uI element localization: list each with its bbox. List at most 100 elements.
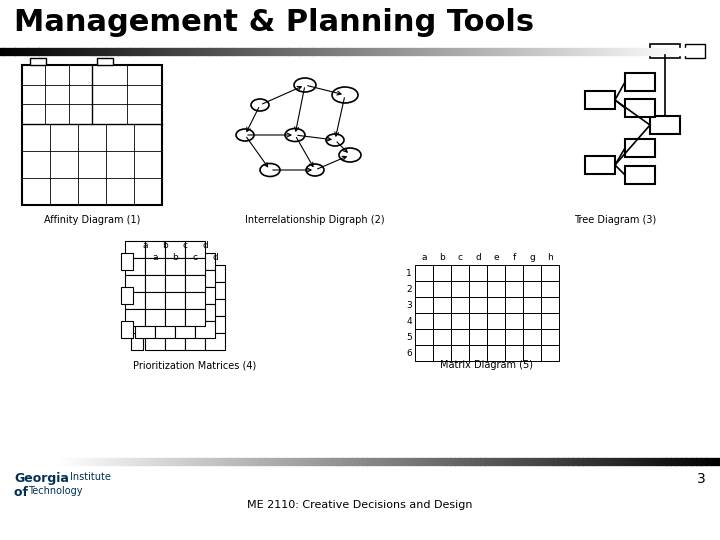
Bar <box>433 281 451 297</box>
Bar <box>97 58 113 65</box>
Bar <box>541 313 559 329</box>
Bar <box>451 313 469 329</box>
Bar <box>145 275 165 292</box>
Text: b: b <box>162 241 168 250</box>
Bar <box>585 156 615 174</box>
Bar <box>125 275 145 292</box>
Bar <box>121 287 133 304</box>
Bar <box>541 297 559 313</box>
Bar <box>523 345 541 361</box>
Bar <box>185 309 205 326</box>
Bar <box>451 329 469 345</box>
Ellipse shape <box>236 129 254 141</box>
Bar <box>205 282 225 299</box>
Text: of: of <box>14 486 32 499</box>
Bar <box>165 299 185 316</box>
Text: Matrix Diagram (5): Matrix Diagram (5) <box>441 360 534 370</box>
Bar <box>487 329 505 345</box>
Bar <box>541 265 559 281</box>
Bar <box>145 299 165 316</box>
Bar <box>175 321 195 338</box>
Bar <box>195 304 215 321</box>
Text: 4: 4 <box>406 316 412 326</box>
Text: f: f <box>513 253 516 262</box>
Bar <box>155 321 175 338</box>
Bar <box>523 265 541 281</box>
Bar <box>195 287 215 304</box>
Text: b: b <box>439 253 445 262</box>
Bar <box>185 316 205 333</box>
Bar <box>433 265 451 281</box>
Bar <box>505 265 523 281</box>
Bar <box>195 321 215 338</box>
Bar <box>145 333 165 350</box>
Bar <box>541 329 559 345</box>
Bar <box>195 253 215 270</box>
Bar <box>145 241 165 258</box>
Ellipse shape <box>339 148 361 162</box>
Ellipse shape <box>260 164 280 177</box>
Bar <box>165 282 185 299</box>
Bar <box>685 44 705 58</box>
Text: d: d <box>202 241 208 250</box>
Bar <box>523 313 541 329</box>
Text: Institute: Institute <box>70 472 111 482</box>
Text: g: g <box>529 253 535 262</box>
Text: 3: 3 <box>697 472 706 486</box>
Bar <box>131 265 143 282</box>
Bar <box>625 166 655 184</box>
Bar <box>505 281 523 297</box>
Bar <box>185 333 205 350</box>
Bar <box>185 258 205 275</box>
Text: 6: 6 <box>406 348 412 357</box>
Bar <box>175 304 195 321</box>
Bar <box>131 299 143 316</box>
Bar <box>433 297 451 313</box>
Bar <box>175 287 195 304</box>
Bar <box>165 333 185 350</box>
Bar <box>469 297 487 313</box>
Bar <box>433 313 451 329</box>
Bar <box>185 241 205 258</box>
Bar <box>487 297 505 313</box>
Bar <box>165 316 185 333</box>
Text: Technology: Technology <box>28 486 83 496</box>
Ellipse shape <box>306 164 324 176</box>
Ellipse shape <box>251 99 269 111</box>
Bar <box>125 309 145 326</box>
Bar <box>155 253 175 270</box>
Ellipse shape <box>294 78 316 92</box>
Bar <box>451 345 469 361</box>
Bar <box>135 321 155 338</box>
Bar <box>487 265 505 281</box>
Bar <box>505 297 523 313</box>
Text: 3: 3 <box>406 300 412 309</box>
Bar <box>505 329 523 345</box>
Bar <box>541 281 559 297</box>
Bar <box>625 99 655 117</box>
Bar <box>451 281 469 297</box>
Bar <box>625 73 655 91</box>
Bar <box>135 287 155 304</box>
Bar <box>415 265 433 281</box>
Bar <box>145 292 165 309</box>
Bar <box>135 304 155 321</box>
Text: Georgia: Georgia <box>14 472 69 485</box>
Text: h: h <box>547 253 553 262</box>
Text: c: c <box>192 253 197 262</box>
Text: Affinity Diagram (1): Affinity Diagram (1) <box>44 215 140 225</box>
Text: a: a <box>143 241 148 250</box>
Bar <box>415 313 433 329</box>
Bar <box>469 265 487 281</box>
Ellipse shape <box>326 134 344 146</box>
Text: 5: 5 <box>406 333 412 341</box>
Bar <box>165 275 185 292</box>
Bar <box>451 265 469 281</box>
Text: c: c <box>182 241 187 250</box>
Bar <box>415 345 433 361</box>
Bar <box>205 299 225 316</box>
Bar <box>175 270 195 287</box>
Bar <box>30 58 46 65</box>
Bar <box>165 265 185 282</box>
Bar <box>415 329 433 345</box>
